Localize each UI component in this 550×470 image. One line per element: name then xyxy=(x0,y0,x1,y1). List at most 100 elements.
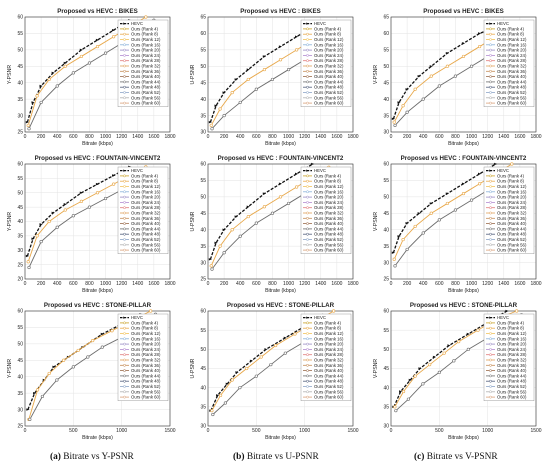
y-tick-label: 55 xyxy=(200,48,206,54)
x-tick-label: 500 xyxy=(252,428,261,434)
legend-marker xyxy=(123,27,126,31)
data-point xyxy=(76,348,80,353)
legend-label: Ours (Rank 40) xyxy=(314,221,344,226)
legend-label: Ours (Rank 60) xyxy=(314,395,344,400)
legend-label: Ours (Rank 48) xyxy=(314,232,344,237)
data-point xyxy=(100,345,104,349)
legend-label: Ours (Rank 60) xyxy=(131,248,161,253)
y-axis-label: V-PSNR xyxy=(373,212,379,232)
data-point xyxy=(254,374,258,378)
legend-marker xyxy=(306,369,309,372)
data-point xyxy=(332,309,336,313)
x-axis-label: Bitrate (kbps) xyxy=(448,288,479,294)
data-point xyxy=(95,182,100,186)
legend-label: Ours (Rank 40) xyxy=(497,74,527,79)
legend-marker xyxy=(123,169,126,172)
data-point xyxy=(103,51,108,55)
legend-label: Ours (Rank 16) xyxy=(131,189,161,194)
legend-marker xyxy=(489,326,492,330)
legend-label: HEVC xyxy=(131,21,143,26)
x-tick-label: 1500 xyxy=(164,428,175,434)
legend-marker xyxy=(306,332,309,335)
legend-marker xyxy=(306,48,309,52)
caption-a-text: Bitrate vs Y-PSNR xyxy=(63,452,134,462)
legend-label: HEVC xyxy=(131,315,143,320)
legend-marker xyxy=(306,85,309,89)
legend-label: HEVC xyxy=(497,315,509,320)
legend-marker xyxy=(489,69,492,73)
legend-label: Ours (Rank 20) xyxy=(497,195,527,200)
legend-marker xyxy=(489,179,492,183)
x-tick-label: 0 xyxy=(24,134,27,140)
y-tick-label: 50 xyxy=(383,347,389,353)
legend-label: Ours (Rank 24) xyxy=(497,200,527,205)
data-point xyxy=(87,61,92,65)
data-point xyxy=(63,64,67,68)
x-tick-label: 1000 xyxy=(100,281,111,287)
data-point xyxy=(40,394,45,399)
legend-marker xyxy=(489,75,492,78)
legend-label: Ours (Rank 8) xyxy=(314,32,342,37)
chart-panel-3: 0 200 400 600 800 1000 1200 1400 1600 1800 30 35 40 4… xyxy=(373,8,542,147)
legend-label: Ours (Rank 52) xyxy=(314,237,344,242)
y-tick-label: 25 xyxy=(200,277,206,283)
data-point xyxy=(428,363,432,367)
legend-label: Ours (Rank 44) xyxy=(314,226,344,231)
legend-label: Ours (Rank 52) xyxy=(131,90,161,95)
legend-marker xyxy=(306,232,309,236)
x-tick-label: 600 xyxy=(252,134,261,140)
data-point xyxy=(26,408,30,411)
data-point xyxy=(112,35,116,39)
y-tick-label: 30 xyxy=(200,424,206,430)
legend-label: Ours (Rank 48) xyxy=(131,379,161,384)
y-tick-label: 35 xyxy=(200,244,206,250)
data-point xyxy=(223,401,228,405)
y-tick-label: 20 xyxy=(17,277,23,283)
y-tick-label: 30 xyxy=(200,130,206,136)
legend-marker xyxy=(306,38,309,41)
chart-panel-8: 0 500 1000 1500 30 35 40 45 50 55 60 Proposed vs HE… xyxy=(190,302,359,441)
y-axis-label: U-PSNR xyxy=(190,64,196,84)
data-point xyxy=(245,366,249,371)
legend-marker xyxy=(306,379,309,383)
x-tick-label: 600 xyxy=(69,281,78,287)
data-point xyxy=(210,127,214,131)
x-tick-label: 1000 xyxy=(100,134,111,140)
data-point xyxy=(405,247,409,252)
data-point xyxy=(91,338,95,343)
legend-marker xyxy=(489,38,492,41)
legend-marker xyxy=(306,321,309,325)
y-tick-label: 50 xyxy=(200,195,206,201)
y-tick-label: 35 xyxy=(17,97,23,103)
data-point xyxy=(391,117,396,121)
data-point xyxy=(262,205,266,209)
legend-label: Ours (Rank 4) xyxy=(131,173,159,178)
data-point xyxy=(39,240,43,244)
data-point xyxy=(112,174,116,177)
legend-marker xyxy=(489,206,492,210)
legend-label: Ours (Rank 12) xyxy=(497,37,527,42)
data-point xyxy=(222,113,226,118)
y-tick-label: 45 xyxy=(17,205,23,211)
data-point xyxy=(295,35,299,38)
legend-label: Ours (Rank 56) xyxy=(314,389,344,394)
data-point xyxy=(112,28,116,32)
data-point xyxy=(55,378,59,382)
x-tick-label: 800 xyxy=(85,281,94,287)
data-point xyxy=(28,417,32,422)
x-tick-label: 0 xyxy=(390,134,393,140)
legend-label: Ours (Rank 36) xyxy=(314,216,344,221)
legend-marker xyxy=(306,337,309,341)
x-tick-label: 1400 xyxy=(498,281,509,287)
legend-marker xyxy=(489,316,492,319)
data-point xyxy=(432,355,437,359)
legend-label: Ours (Rank 24) xyxy=(131,200,161,205)
legend-marker xyxy=(306,80,309,84)
legend-label: Ours (Rank 56) xyxy=(314,242,344,247)
legend-label: Ours (Rank 20) xyxy=(131,195,161,200)
data-point xyxy=(413,87,417,91)
x-tick-label: 1800 xyxy=(164,134,175,140)
data-point xyxy=(417,212,421,215)
